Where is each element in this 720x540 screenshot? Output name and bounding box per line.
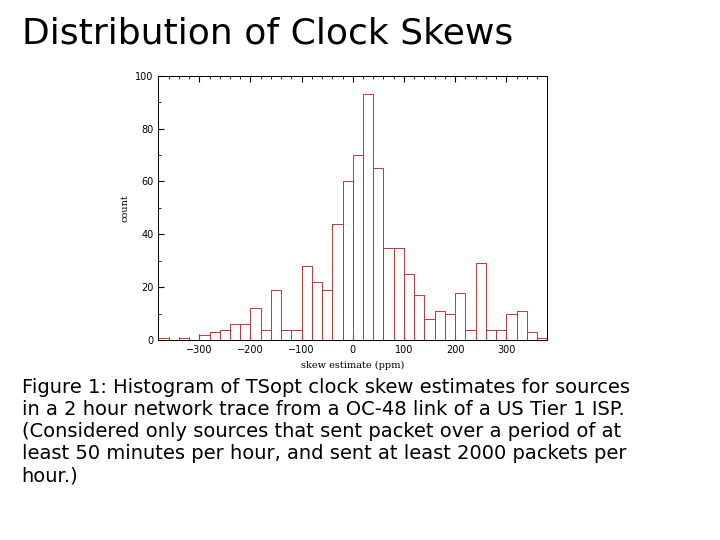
Text: Figure 1: Histogram of TSopt clock skew estimates for sources
in a 2 hour networ: Figure 1: Histogram of TSopt clock skew … — [22, 378, 629, 485]
Text: Distribution of Clock Skews: Distribution of Clock Skews — [22, 16, 513, 50]
X-axis label: skew estimate (ppm): skew estimate (ppm) — [301, 361, 405, 370]
Y-axis label: count: count — [121, 194, 130, 222]
